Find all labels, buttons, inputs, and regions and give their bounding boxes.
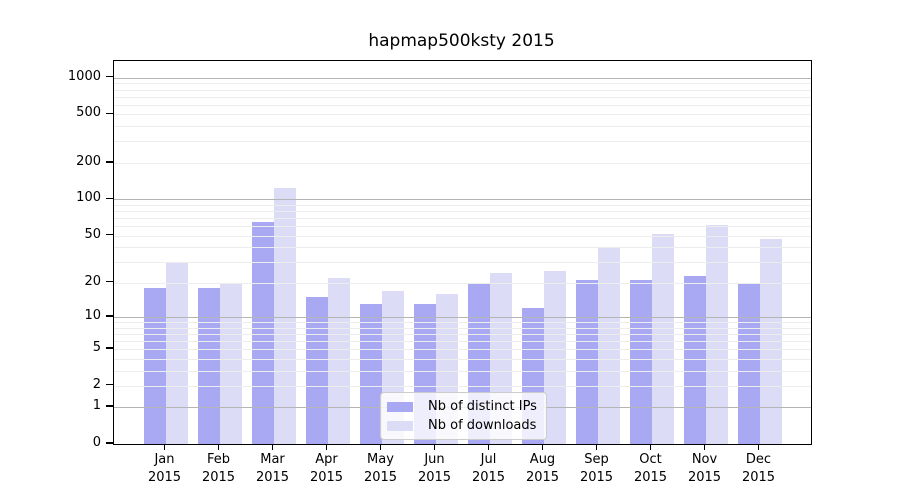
x-tick-mark-jun xyxy=(433,444,436,450)
y-tick-mark-1 xyxy=(106,405,113,407)
x-tick-label-mar: Mar 2015 xyxy=(255,452,290,485)
bar-distinct-ips-oct xyxy=(629,280,652,444)
x-tick-mark-jul xyxy=(487,444,490,450)
y-tick-mark-500 xyxy=(106,112,113,115)
y-tick-mark-5 xyxy=(106,347,113,349)
x-tick-mark-jan xyxy=(163,444,166,450)
bar-downloads-mar xyxy=(273,188,296,444)
y-tick-label-100: 100 xyxy=(76,190,101,206)
x-tick-label-feb: Feb 2015 xyxy=(201,452,236,485)
x-tick-mark-feb xyxy=(217,444,220,450)
y-tick-mark-200 xyxy=(106,161,113,163)
legend-item-distinct-ips: Nb of distinct IPs xyxy=(387,399,537,414)
y-tick-label-20: 20 xyxy=(84,273,101,289)
plot-area: Nb of distinct IPs Nb of downloads xyxy=(113,60,812,445)
x-tick-mark-nov xyxy=(703,444,706,450)
x-tick-label-sep: Sep 2015 xyxy=(579,452,614,485)
y-tick-mark-0 xyxy=(106,442,113,444)
x-tick-mark-dec xyxy=(757,444,760,450)
bar-distinct-ips-sep xyxy=(575,280,598,444)
legend-item-downloads: Nb of downloads xyxy=(387,418,537,433)
x-tick-label-may: May 2015 xyxy=(363,452,398,485)
y-tick-mark-1000 xyxy=(106,75,113,78)
bar-downloads-nov xyxy=(705,225,728,444)
x-tick-mark-apr xyxy=(325,444,328,450)
x-tick-label-apr: Apr 2015 xyxy=(309,452,344,485)
bar-distinct-ips-apr xyxy=(305,297,328,444)
x-tick-label-oct: Oct 2015 xyxy=(633,452,668,485)
y-tick-mark-10 xyxy=(106,315,113,317)
legend-label-distinct-ips: Nb of distinct IPs xyxy=(428,399,537,414)
x-tick-label-jan: Jan 2015 xyxy=(147,452,182,485)
legend-swatch-downloads xyxy=(387,420,413,431)
bar-distinct-ips-mar xyxy=(251,221,274,444)
legend: Nb of distinct IPs Nb of downloads xyxy=(380,392,547,440)
bar-distinct-ips-nov xyxy=(683,275,706,444)
y-tick-label-500: 500 xyxy=(76,105,101,121)
bar-distinct-ips-feb xyxy=(197,287,220,444)
x-tick-label-jul: Jul 2015 xyxy=(471,452,506,485)
bar-downloads-oct xyxy=(651,233,674,444)
y-tick-label-50: 50 xyxy=(84,226,101,242)
y-tick-mark-100 xyxy=(106,197,113,200)
y-tick-label-2: 2 xyxy=(92,376,101,392)
chart-title: hapmap500ksty 2015 xyxy=(368,31,555,51)
x-tick-label-aug: Aug 2015 xyxy=(525,452,560,485)
x-tick-label-jun: Jun 2015 xyxy=(417,452,452,485)
legend-label-downloads: Nb of downloads xyxy=(428,418,537,433)
x-tick-mark-sep xyxy=(595,444,598,450)
y-tick-label-1: 1 xyxy=(92,398,101,414)
bar-distinct-ips-jan xyxy=(143,287,166,444)
y-tick-label-1000: 1000 xyxy=(67,68,101,84)
x-tick-mark-aug xyxy=(541,444,544,450)
bar-downloads-sep xyxy=(597,248,620,444)
y-tick-mark-2 xyxy=(106,383,113,386)
legend-swatch-distinct-ips xyxy=(387,401,413,412)
x-tick-mark-mar xyxy=(271,444,274,450)
bar-downloads-jan xyxy=(165,261,188,444)
x-tick-mark-oct xyxy=(649,444,652,450)
x-tick-mark-may xyxy=(379,444,382,450)
bar-downloads-aug xyxy=(543,271,566,444)
bar-downloads-feb xyxy=(219,282,242,444)
bars-layer xyxy=(114,61,811,444)
y-tick-label-10: 10 xyxy=(84,307,101,323)
bar-distinct-ips-dec xyxy=(737,282,760,444)
y-tick-mark-20 xyxy=(106,280,113,283)
y-tick-label-200: 200 xyxy=(76,153,101,169)
x-tick-label-nov: Nov 2015 xyxy=(687,452,722,485)
x-tick-label-dec: Dec 2015 xyxy=(741,452,776,485)
bar-downloads-apr xyxy=(327,277,350,444)
y-tick-mark-50 xyxy=(106,233,113,236)
y-tick-label-5: 5 xyxy=(92,339,101,355)
bar-distinct-ips-may xyxy=(359,304,382,444)
bar-downloads-dec xyxy=(759,238,782,444)
y-tick-label-0: 0 xyxy=(92,435,101,450)
